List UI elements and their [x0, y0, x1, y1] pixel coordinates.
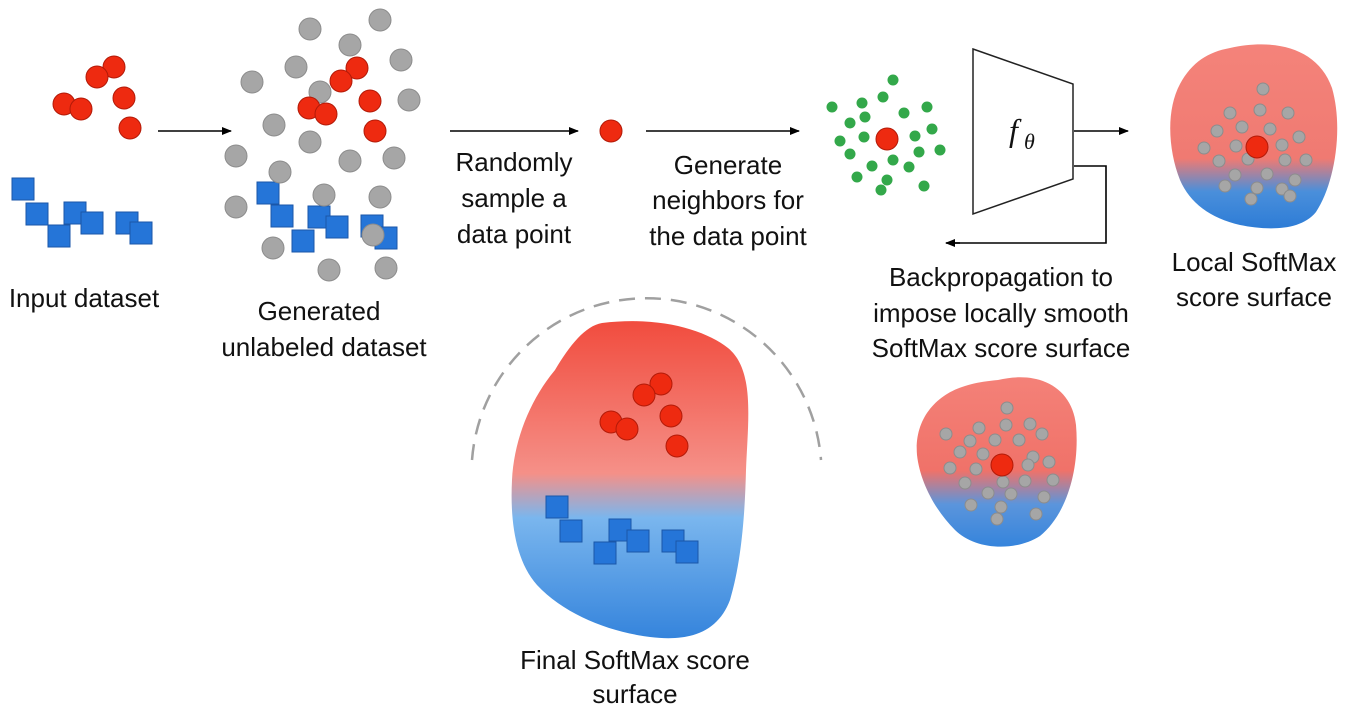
backprop-arrow-line: [949, 165, 1107, 244]
generated-label-line1: Generated: [258, 296, 381, 326]
randomly-label-line1: Randomly: [455, 147, 572, 177]
generate-label-line3: the data point: [649, 221, 807, 251]
model-network-box: [972, 47, 1074, 216]
generated-dataset-red-points: [297, 56, 387, 143]
generate-label-line2: neighbors for: [652, 185, 804, 215]
final-surface-red-points: [599, 372, 689, 458]
local-label-line2: score surface: [1176, 282, 1332, 312]
final-surface-blue-squares: [545, 495, 699, 565]
generate-label-line1: Generate: [674, 150, 782, 180]
randomly-label-line2: sample a: [461, 183, 567, 213]
input-dataset-red-points: [52, 55, 142, 140]
backprop-label-line1: Backpropagation to: [889, 262, 1113, 292]
neighbor-points: [826, 74, 946, 196]
sampled-data-point: [599, 119, 623, 143]
backprop-label-line2: impose locally smooth: [873, 298, 1129, 328]
final-softmax-surface: [511, 321, 749, 639]
generated-dataset-blue-squares: [256, 181, 398, 253]
randomly-label-line3: data point: [457, 219, 572, 249]
final-label-line2: surface: [592, 679, 677, 709]
neighbor-center-point: [875, 127, 899, 151]
backprop-label-line3: SoftMax score surface: [872, 333, 1131, 363]
input-dataset-blue-squares: [11, 177, 153, 248]
local-surface-gray-points: [1197, 82, 1313, 206]
input-dataset-label: Input dataset: [9, 283, 160, 313]
model-subscript: θ: [1024, 129, 1035, 154]
local-label-line1: Local SoftMax: [1172, 247, 1337, 277]
final-label-line1: Final SoftMax score: [520, 645, 750, 675]
final-surface-dashed-arc: [470, 296, 823, 461]
generated-label-line2: unlabeled dataset: [221, 332, 427, 362]
generated-dataset-gray-points: [224, 8, 421, 282]
small-surface-center-point: [990, 453, 1014, 477]
small-surface-gray-points: [939, 401, 1060, 526]
local-surface-center-point: [1245, 135, 1269, 159]
